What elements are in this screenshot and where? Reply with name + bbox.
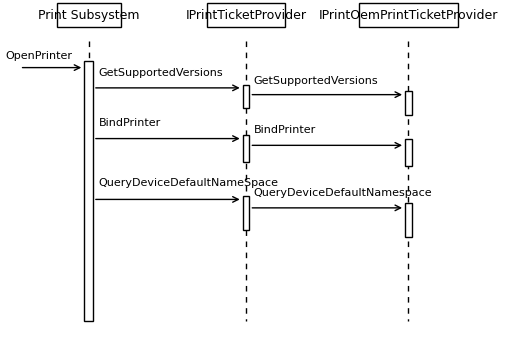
Bar xyxy=(243,196,249,230)
Bar xyxy=(243,135,249,162)
Text: GetSupportedVersions: GetSupportedVersions xyxy=(253,76,378,86)
Text: BindPrinter: BindPrinter xyxy=(98,118,161,128)
Bar xyxy=(405,91,412,115)
Text: IPrintTicketProvider: IPrintTicketProvider xyxy=(186,9,306,22)
Text: QueryDeviceDefaultNameSpace: QueryDeviceDefaultNameSpace xyxy=(98,177,279,188)
Bar xyxy=(405,139,412,166)
Bar xyxy=(243,84,249,108)
Text: Print Subsystem: Print Subsystem xyxy=(38,9,139,22)
Text: OpenPrinter: OpenPrinter xyxy=(5,51,72,61)
Text: GetSupportedVersions: GetSupportedVersions xyxy=(98,68,223,78)
FancyBboxPatch shape xyxy=(207,3,285,27)
Text: BindPrinter: BindPrinter xyxy=(253,125,316,135)
FancyBboxPatch shape xyxy=(359,3,457,27)
Bar xyxy=(84,61,93,321)
FancyBboxPatch shape xyxy=(57,3,121,27)
Text: QueryDeviceDefaultNamespace: QueryDeviceDefaultNamespace xyxy=(253,188,432,198)
Text: IPrintOemPrintTicketProvider: IPrintOemPrintTicketProvider xyxy=(319,9,498,22)
Bar xyxy=(405,203,412,237)
